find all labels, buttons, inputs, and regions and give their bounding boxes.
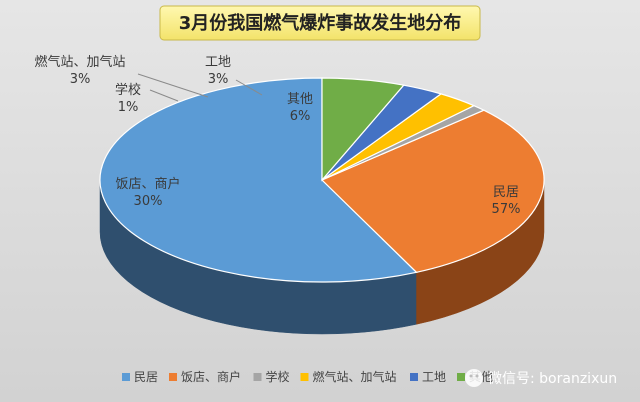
watermark-text: 微信号: boranzixun <box>488 371 617 387</box>
data-labels: 民居 57% 饭店、商户 30% 学校 1% 燃气站、加气站 3% 工地 3% 其他 6% <box>34 54 520 217</box>
title-box <box>159 5 481 41</box>
pie-slices <box>99 77 545 335</box>
slice-label-value-2: 1% <box>118 100 139 115</box>
legend-swatch-5 <box>457 373 465 381</box>
chart-title: 3月份我国燃气爆炸事故发生地分布 <box>179 12 462 34</box>
slice-label-value-1: 30% <box>134 194 163 209</box>
wechat-icon-eye-left <box>469 374 473 378</box>
slice-label-value-5: 6% <box>290 109 311 124</box>
legend-swatch-2 <box>253 373 262 381</box>
legend-swatch-3 <box>300 373 309 381</box>
legend-swatch-4 <box>410 373 418 381</box>
leader-line-2 <box>149 89 179 102</box>
legend-swatch-0 <box>122 373 130 381</box>
leader-line-4 <box>235 79 263 96</box>
slice-1 <box>320 109 545 273</box>
slice-label-value-0: 57% <box>492 202 521 217</box>
legend-label-3: 燃气站、加气站 <box>313 369 397 384</box>
legend-label-1: 饭店、商户 <box>181 369 241 384</box>
slice-label-value-4: 3% <box>208 72 229 87</box>
slice-5 <box>321 77 405 182</box>
watermark: 微信号: boranzixun <box>465 369 617 387</box>
legend-label-2: 学校 <box>266 369 290 384</box>
slice-0 <box>99 77 418 283</box>
slice-label-name-2: 学校 <box>115 82 141 98</box>
slice-label-name-5: 其他 <box>287 92 313 107</box>
slice-label-name-4: 工地 <box>205 55 231 70</box>
slice-label-name-0: 民居 <box>493 185 519 200</box>
slice-label-value-3: 3% <box>70 72 91 87</box>
slice-label-name-1: 饭店、商户 <box>115 176 180 192</box>
legend-swatch-1 <box>169 373 177 381</box>
wechat-icon <box>465 369 483 387</box>
legend-label-0: 民居 <box>134 370 158 384</box>
leader-line-3 <box>137 73 209 98</box>
legend-label-4: 工地 <box>422 370 446 384</box>
slice-label-name-3: 燃气站、加气站 <box>34 54 125 70</box>
wechat-icon-eye-right <box>475 374 479 378</box>
